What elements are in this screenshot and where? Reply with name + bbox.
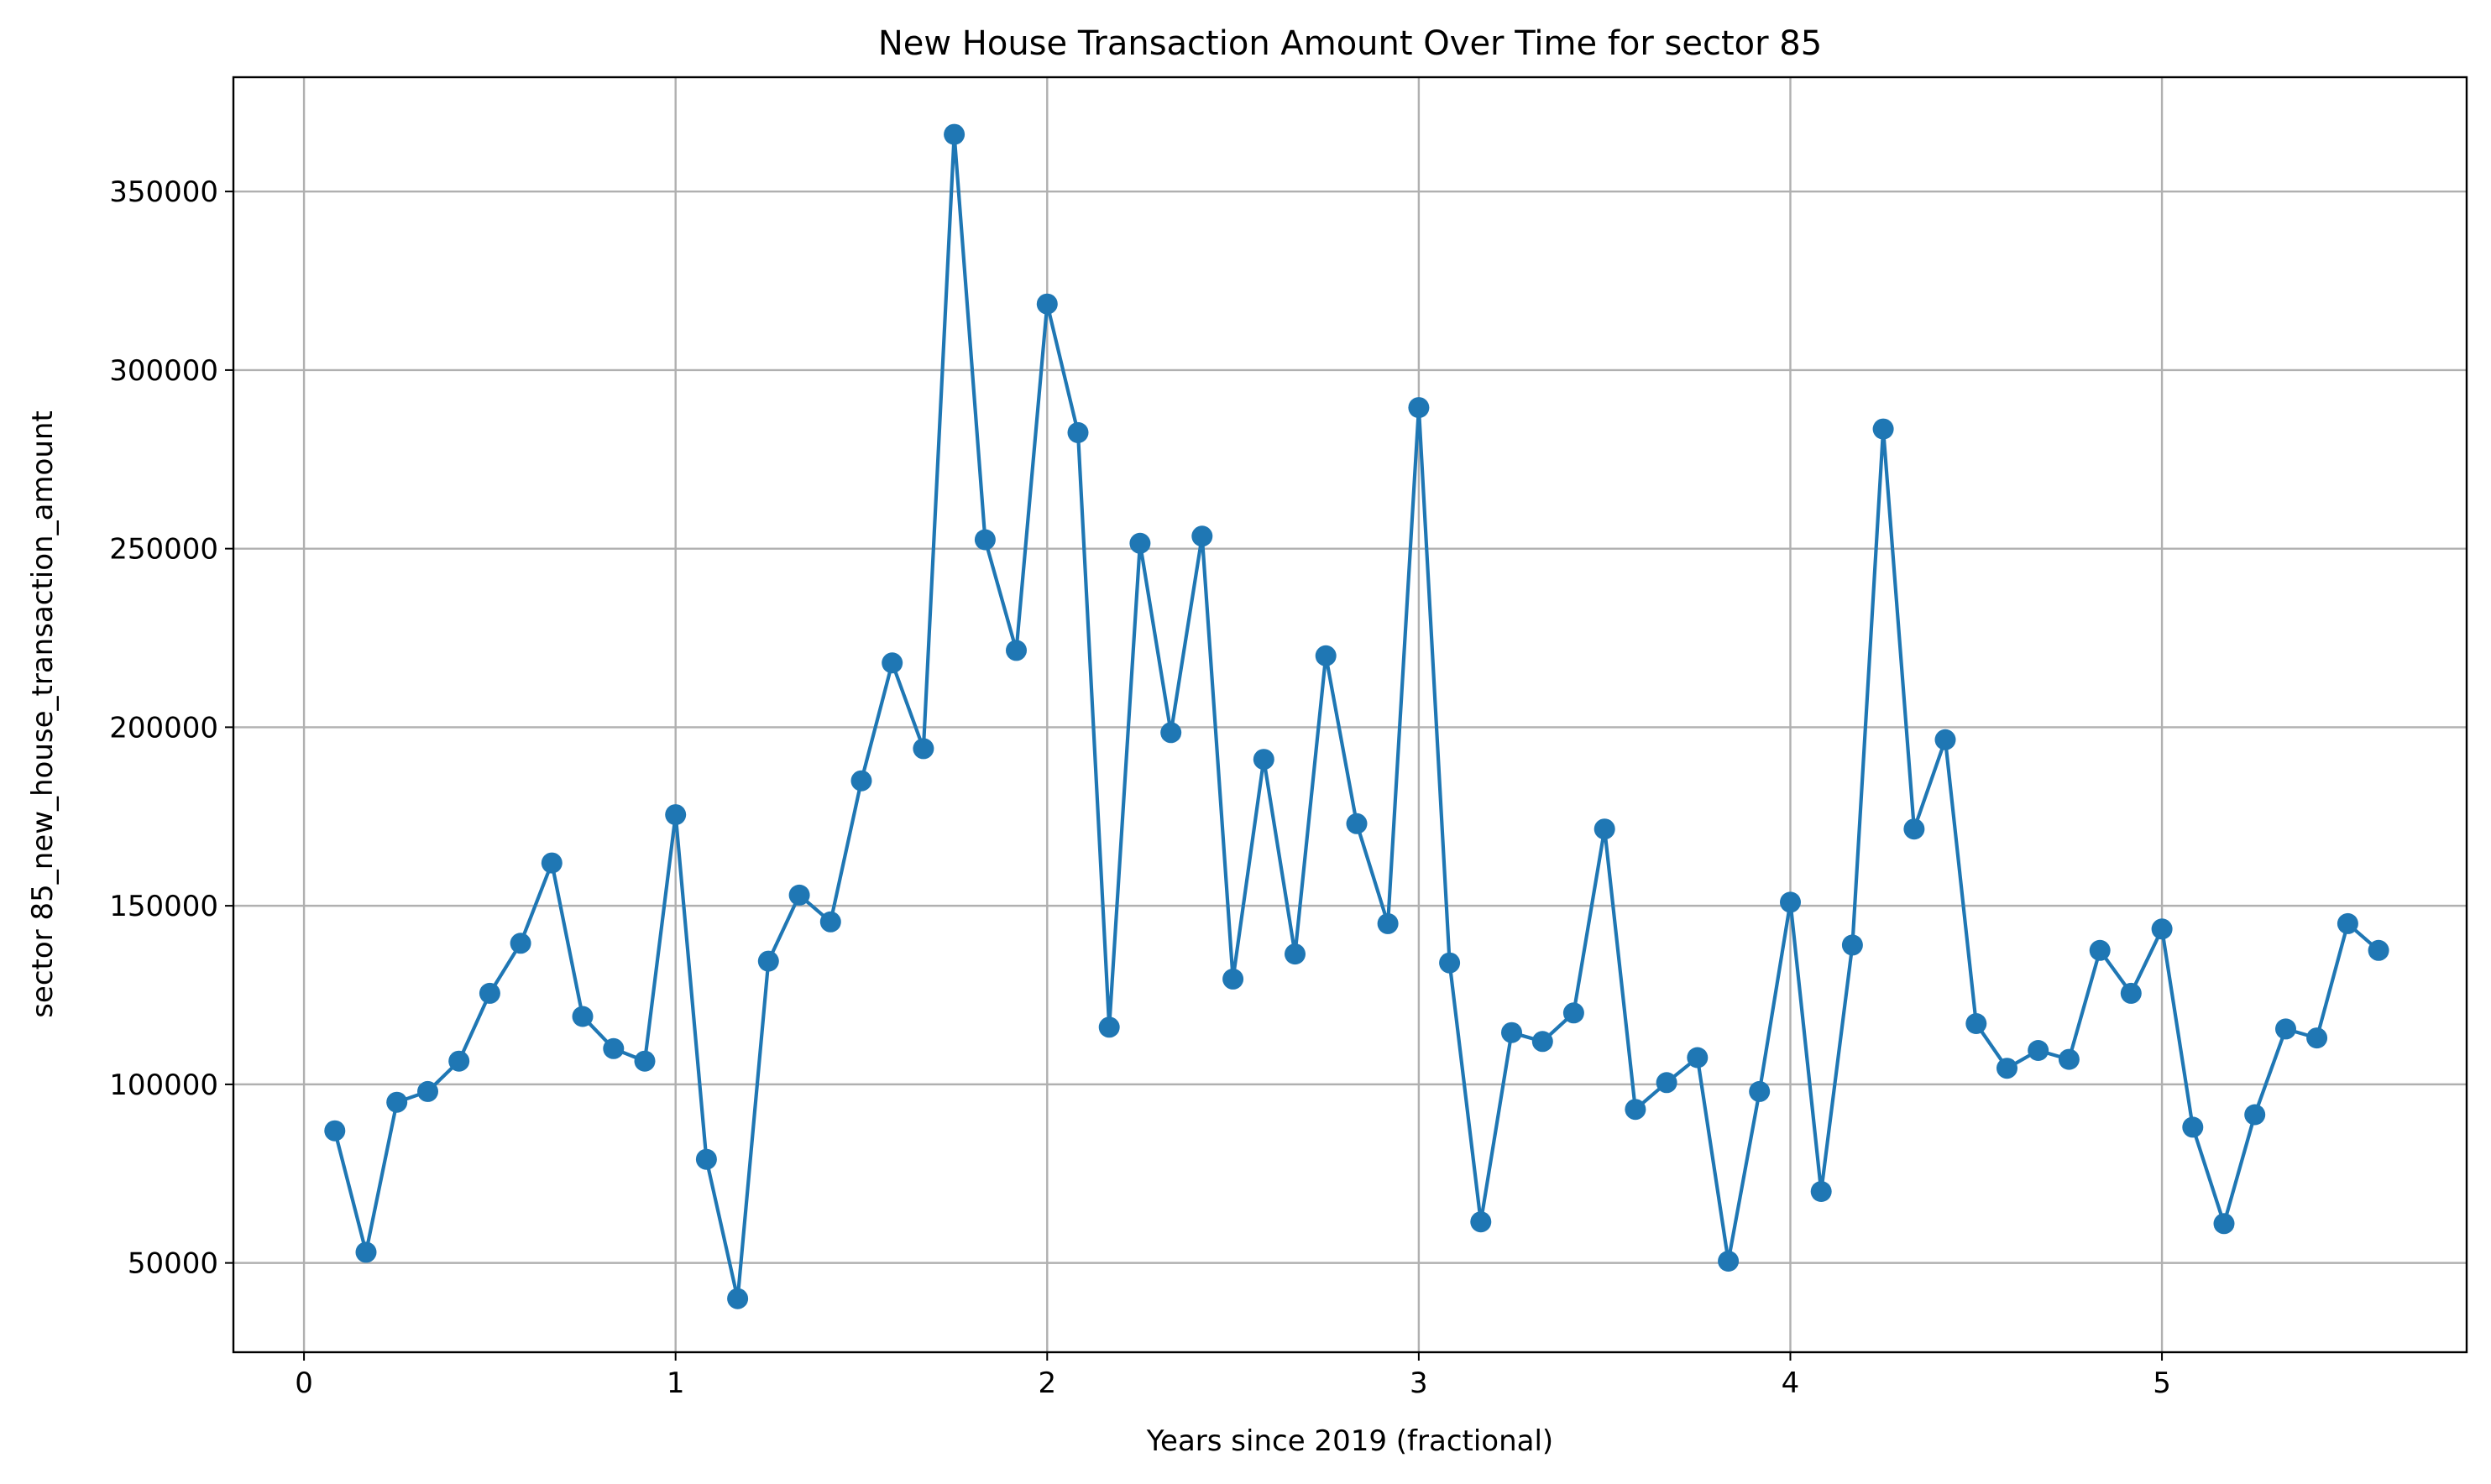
data-point (757, 950, 779, 972)
data-point (2028, 1040, 2049, 1061)
x-tick-label: 4 (1782, 1366, 1800, 1400)
data-point (541, 852, 563, 874)
data-point (1656, 1072, 1677, 1094)
data-point (603, 1037, 625, 1059)
data-point (2275, 1018, 2296, 1040)
data-point (1841, 934, 1863, 956)
data-point (1346, 813, 1368, 834)
data-point (1191, 525, 1213, 547)
data-point (417, 1080, 438, 1102)
data-point (1377, 912, 1399, 934)
data-point (1934, 729, 1956, 750)
data-point (386, 1091, 408, 1113)
data-point (1965, 1013, 1987, 1034)
data-point (1903, 818, 1925, 840)
data-point (1625, 1099, 1646, 1121)
data-point (1501, 1022, 1522, 1043)
y-tick-label: 300000 (109, 354, 218, 388)
data-point (1408, 397, 1430, 419)
data-point (1315, 645, 1337, 666)
data-point (1067, 421, 1089, 443)
data-point (1996, 1058, 2017, 1079)
data-point (2120, 982, 2142, 1004)
data-point (1780, 891, 1801, 913)
data-point (1562, 1002, 1584, 1024)
x-tick-label: 2 (1038, 1366, 1056, 1400)
data-point (510, 933, 531, 954)
y-axis-label: sector 85_new_house_transaction_amount (26, 410, 60, 1018)
data-point (1439, 952, 1461, 974)
data-point (944, 123, 966, 145)
data-point (913, 738, 934, 760)
data-point (850, 770, 872, 792)
plot-area-frame (232, 76, 2468, 1354)
axis-ticks: 0 1 2 3 4 5 50000 100000 150000 200000 250000 30000… (109, 175, 2171, 1400)
y-tick-label: 100000 (109, 1069, 218, 1102)
data-point (2058, 1048, 2080, 1070)
data-point (819, 911, 841, 933)
data-point (2089, 939, 2111, 961)
data-point (2244, 1104, 2266, 1126)
data-point (727, 1288, 749, 1309)
grid (233, 77, 2467, 1352)
data-point (974, 529, 996, 551)
data-point (2151, 918, 2173, 940)
data-point (1129, 532, 1151, 554)
y-tick-label: 200000 (109, 711, 218, 745)
data-point (1531, 1031, 1553, 1053)
data-point (1160, 722, 1182, 744)
data-point (1687, 1047, 1709, 1069)
data-series (324, 123, 2389, 1309)
x-tick-label: 3 (1410, 1366, 1428, 1400)
chart-title: New House Transaction Amount Over Time f… (878, 24, 1822, 63)
data-point (665, 804, 687, 826)
data-point (1036, 293, 1058, 315)
data-point (1749, 1080, 1771, 1102)
data-point (634, 1050, 656, 1072)
data-point (1718, 1251, 1740, 1272)
x-tick-label: 0 (295, 1366, 313, 1400)
data-point (1872, 418, 1894, 440)
data-point (1222, 968, 1244, 990)
data-point (1594, 818, 1615, 840)
data-point (1098, 1016, 1120, 1038)
data-point (882, 652, 903, 674)
data-point (2306, 1027, 2328, 1049)
data-point (448, 1050, 470, 1072)
y-tick-label: 350000 (109, 175, 218, 209)
data-point (479, 982, 500, 1004)
y-tick-label: 150000 (109, 890, 218, 923)
data-point (1253, 749, 1274, 771)
x-tick-label: 1 (667, 1366, 685, 1400)
data-point (1470, 1211, 1492, 1233)
data-point (1810, 1181, 1832, 1202)
data-point (324, 1120, 346, 1142)
x-tick-label: 5 (2153, 1366, 2171, 1400)
x-axis-label: Years since 2019 (fractional) (1146, 1424, 1553, 1458)
data-point (788, 884, 810, 906)
y-tick-label: 50000 (128, 1247, 218, 1281)
data-point (2368, 939, 2389, 961)
data-point (2213, 1213, 2235, 1235)
data-point (572, 1006, 594, 1027)
y-tick-label: 250000 (109, 533, 218, 567)
data-point (2182, 1116, 2204, 1138)
data-point (695, 1148, 717, 1170)
data-point (2337, 912, 2358, 934)
data-point (1006, 640, 1027, 661)
data-point (355, 1241, 377, 1263)
data-point (1285, 943, 1306, 965)
